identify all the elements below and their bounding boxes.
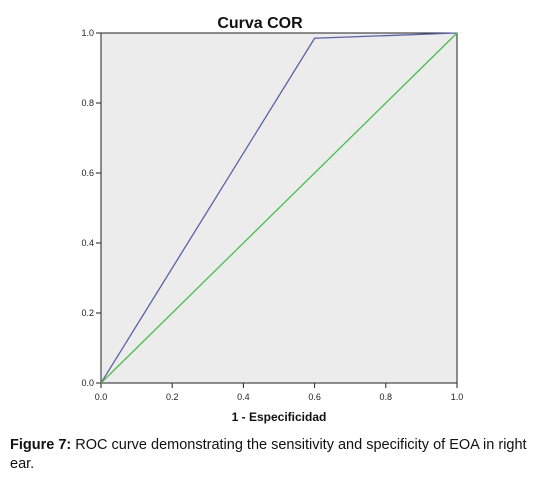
x-tick-label: 0.6: [308, 392, 321, 402]
y-tick-label: 0.4: [81, 238, 94, 248]
x-tick-label: 0.2: [166, 392, 179, 402]
roc-chart: Curva COR 0.0 0.2 0.4 0.6 0.8 1.0 0.00.20.40.…: [81, 15, 464, 424]
x-tick-label: 0.0: [95, 392, 108, 402]
figure-caption: Figure 7: ROC curve demonstrating the se…: [10, 436, 534, 474]
y-tick-label: 0.6: [81, 168, 94, 178]
y-tick-label: 1.0: [81, 28, 94, 38]
chart-title: Curva COR: [217, 15, 303, 32]
x-tick-label: 0.4: [237, 392, 250, 402]
x-tick-label: 0.8: [380, 392, 393, 402]
x-axis-label: 1 - Especificidad: [232, 410, 327, 424]
roc-curve-line: [100, 32, 458, 384]
caption-label: Figure 7:: [10, 437, 72, 453]
y-tick-label: 0.8: [81, 98, 94, 108]
caption-text: ROC curve demonstrating the sensitivity …: [10, 437, 527, 472]
reference-diagonal-line: [100, 32, 458, 384]
y-tick-label: 0.0: [81, 378, 94, 388]
y-tick-label: 0.2: [81, 308, 94, 318]
x-axis: 0.0 0.2 0.4 0.6 0.8 1.0: [95, 383, 464, 402]
y-axis: 0.0 0.2 0.4 0.6 0.8 1.0: [81, 28, 101, 388]
x-tick-label: 1.0: [451, 392, 464, 402]
series-lines: [100, 32, 458, 384]
